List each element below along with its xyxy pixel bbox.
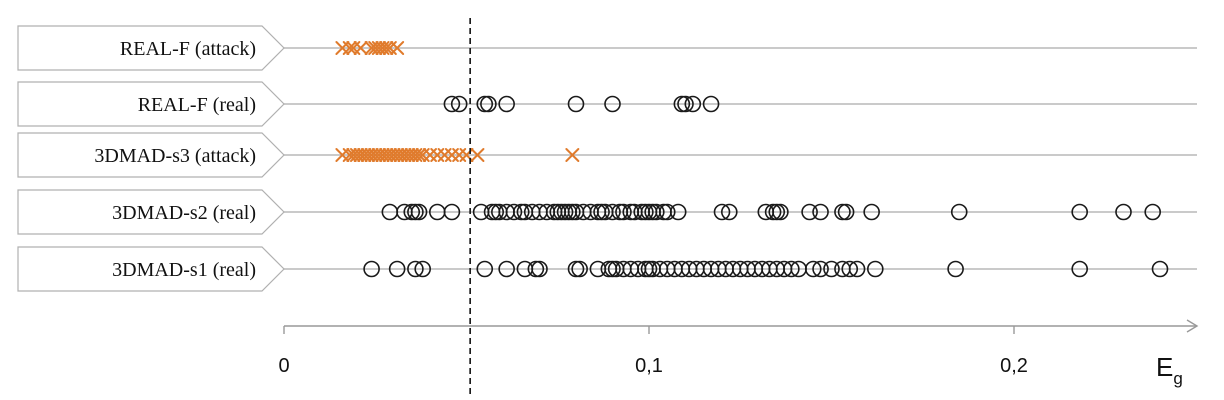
data-point-circle (443, 95, 461, 113)
data-point-circle (720, 203, 738, 221)
data-point-circle (1144, 203, 1161, 221)
data-point-circle (637, 203, 654, 221)
chart-rows: REAL-F (attack) REAL-F (real) 3DMAD-s3 (at… (17, 25, 1197, 292)
series-label-box (17, 246, 285, 292)
data-point-circle (476, 95, 494, 113)
data-point-circle (673, 95, 691, 113)
x-axis-label-subscript: g (1173, 369, 1182, 388)
data-point-circle (812, 260, 829, 278)
data-point-circle (593, 203, 610, 221)
data-point-circle (772, 203, 789, 221)
x-tick-label: 0,1 (635, 355, 663, 377)
data-point-cross (342, 41, 357, 55)
series-label: 3DMAD-s3 (attack) (94, 145, 256, 167)
series-label: 3DMAD-s1 (real) (112, 259, 256, 281)
data-point-circle (658, 203, 676, 221)
data-point-circle (1071, 260, 1088, 278)
data-point-circle (647, 203, 665, 221)
data-point-circle (1071, 203, 1088, 221)
data-point-circle (407, 203, 424, 221)
data-point-circle (414, 260, 432, 278)
data-point-cross (470, 148, 485, 162)
series-label: REAL-F (real) (138, 94, 256, 116)
data-point-circle (487, 203, 505, 221)
data-point-circle (615, 203, 632, 221)
data-point-circle (950, 203, 968, 221)
data-point-circle (804, 260, 822, 278)
x-axis-label: Eg (1156, 352, 1183, 388)
data-point-circle (947, 260, 964, 278)
series-label-box (17, 189, 285, 235)
data-point-cross (379, 41, 394, 55)
x-axis-arrow-icon (1186, 319, 1199, 333)
series-row: 3DMAD-s1 (real) (17, 246, 1197, 292)
series-row: REAL-F (real) (17, 81, 1197, 127)
data-point-circle (388, 260, 406, 278)
data-point-circle (498, 95, 515, 113)
data-point-circle (531, 260, 548, 278)
data-point-circle (403, 203, 421, 221)
series-label: 3DMAD-s2 (real) (112, 202, 256, 224)
data-point-circle (764, 203, 782, 221)
series-row: 3DMAD-s3 (attack) (17, 132, 1197, 178)
data-point-circle (801, 203, 818, 221)
data-point-circle (556, 203, 574, 221)
x-axis-label-main: E (1156, 352, 1173, 382)
x-tick-label: 0 (278, 355, 289, 377)
series-label-box (17, 81, 285, 127)
series-label-box (17, 25, 285, 71)
data-point-circle (841, 260, 859, 278)
data-point-cross (390, 41, 405, 55)
series-label: REAL-F (attack) (120, 38, 256, 60)
data-point-circle (848, 260, 866, 278)
data-point-circle (863, 203, 880, 221)
data-point-circle (450, 95, 468, 113)
data-point-circle (669, 203, 687, 221)
data-point-circle (640, 260, 658, 278)
data-point-circle (527, 260, 545, 278)
data-point-circle (410, 203, 428, 221)
series-row: 3DMAD-s2 (real) (17, 189, 1197, 235)
data-point-circle (677, 95, 694, 113)
data-point-circle (512, 203, 530, 221)
data-point-cross (353, 41, 368, 55)
data-point-circle (823, 260, 840, 278)
data-point-circle (604, 95, 621, 113)
data-point-circle (837, 203, 855, 221)
data-point-circle (834, 203, 851, 221)
series-label-box (17, 132, 285, 178)
data-point-circle (567, 260, 585, 278)
data-point-cross (565, 148, 580, 162)
data-point-circle (443, 203, 461, 221)
data-point-circle (866, 260, 884, 278)
series-row: REAL-F (attack) (17, 25, 1197, 71)
data-point-circle (567, 95, 585, 113)
data-point-circle (407, 260, 424, 278)
data-point-circle (480, 95, 497, 113)
x-tick-label: 0,2 (1000, 355, 1028, 377)
data-point-circle (505, 203, 523, 221)
data-point-circle (684, 95, 702, 113)
data-point-circle (571, 260, 588, 278)
data-point-circle (812, 203, 829, 221)
data-point-circle (702, 95, 720, 113)
data-point-circle (604, 203, 621, 221)
x-axis: 0 0,1 0,2 (278, 319, 1199, 377)
data-point-circle (783, 260, 800, 278)
data-point-circle (564, 203, 581, 221)
data-point-cross (412, 148, 427, 162)
data-point-circle (363, 260, 380, 278)
data-point-circle (1115, 203, 1132, 221)
data-point-circle (498, 260, 515, 278)
data-point-circle (768, 203, 786, 221)
data-point-circle (476, 260, 494, 278)
data-point-circle (1151, 260, 1169, 278)
data-point-circle (604, 260, 621, 278)
data-point-circle (713, 203, 731, 221)
